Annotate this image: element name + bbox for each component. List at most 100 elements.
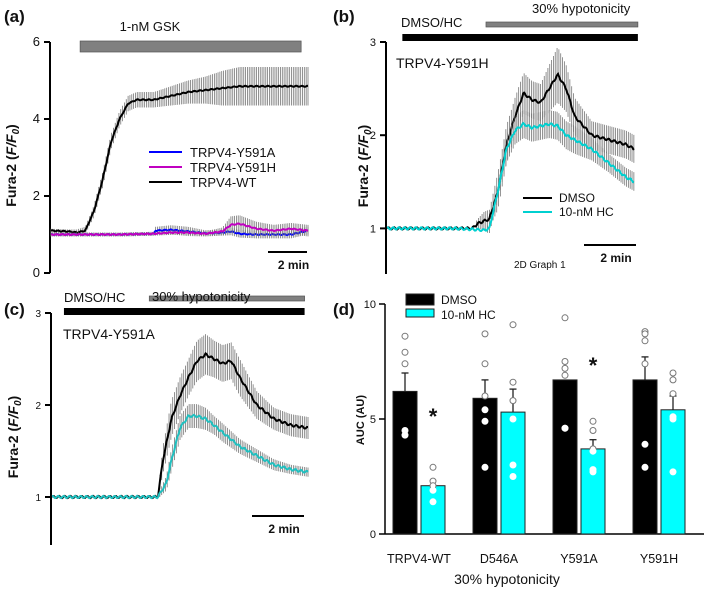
data-point [561, 371, 569, 379]
data-point [401, 431, 409, 439]
panel-b: 1 2 3 DMSO/HC 30% hypotonicity 2 min Fura-2 (F… [355, 1, 639, 274]
data-point [641, 330, 649, 338]
y-tick-label: 2 [33, 188, 40, 203]
data-point [589, 468, 597, 476]
treatment-bar [79, 40, 302, 53]
bar-10-nm-hc [580, 448, 606, 535]
legend-label: 10-nM HC [559, 205, 614, 219]
data-point [509, 397, 517, 405]
legend-label: TRPV4-Y591A [190, 145, 276, 160]
bar-10-nm-hc [420, 485, 446, 535]
y-axis-label: AUC (AU) [355, 395, 367, 445]
x-tick-label: Y591A [560, 552, 598, 566]
panel-label-d: (d) [333, 300, 355, 319]
data-point [401, 360, 409, 368]
treatment-bar [485, 21, 639, 28]
data-point [561, 424, 569, 432]
data-point [481, 330, 489, 338]
panel-a: 0 2 4 6 1-nM GSK 2 min Fura-2 (F/F0) TRPV4-Y591… [3, 19, 309, 280]
data-point [561, 364, 569, 372]
genotype-annotation: TRPV4-Y591A [63, 326, 155, 342]
bar-dmso [552, 379, 578, 535]
treatment-bar [148, 295, 305, 302]
series-trpv4-y591h [50, 215, 309, 237]
x-tick-label: Y591H [640, 552, 678, 566]
data-point [669, 468, 677, 476]
data-point [509, 461, 517, 469]
data-point [481, 406, 489, 414]
data-point [589, 447, 597, 455]
panel-d: 0 5 10 AUC (AU) TRPV4-WT D546A Y591A Y591H * * 30%… [355, 293, 704, 587]
significance-mark: * [429, 404, 438, 429]
panel-label-a: (a) [4, 7, 25, 26]
data-point [589, 427, 597, 434]
y-axis-label: Fura-2 (F/F0) [5, 396, 24, 478]
data-point [509, 473, 517, 480]
data-point [481, 392, 489, 400]
y-tick-label: 3 [370, 37, 376, 49]
scale-bar-label: 2 min [278, 258, 309, 272]
significance-mark: * [589, 353, 598, 378]
data-point [401, 348, 409, 356]
data-point [641, 440, 649, 448]
data-point [429, 498, 437, 506]
legend-swatch [405, 308, 435, 318]
data-point [481, 417, 489, 425]
data-point [669, 376, 677, 384]
treatment-label: DMSO/HC [64, 290, 125, 305]
data-point [429, 463, 437, 471]
x-tick-label: D546A [480, 552, 519, 566]
series-10-nm-hc [51, 404, 309, 500]
series-line [50, 84, 309, 234]
treatment-label: 30% hypotonicity [532, 1, 631, 16]
data-point [561, 358, 569, 365]
data-point [669, 415, 677, 423]
data-point [429, 486, 437, 494]
y-tick-label: 3 [35, 309, 41, 320]
treatment-label: 30% hypotonicity [152, 289, 251, 304]
legend-label: DMSO [559, 191, 595, 205]
series-10-nm-hc [386, 110, 635, 234]
y-axis-label: Fura-2 (F/F0) [3, 124, 22, 206]
data-point [401, 332, 409, 340]
y-axis-label: Fura-2 (F/F0) [355, 125, 374, 207]
x-tick-label: TRPV4-WT [387, 552, 451, 566]
y-tick-label: 4 [33, 111, 40, 126]
data-point [669, 390, 677, 398]
data-point [669, 369, 677, 377]
data-point [481, 463, 489, 471]
x-axis-label: 30% hypotonicity [454, 571, 560, 587]
data-point [481, 360, 489, 368]
y-tick-label: 1 [35, 493, 41, 504]
data-point [589, 417, 597, 425]
bar-dmso [392, 390, 418, 535]
graph-name-text: 2D Graph 1 [514, 260, 566, 271]
scale-bar-label: 2 min [600, 251, 631, 265]
legend-label: 10-nM HC [441, 308, 496, 322]
y-tick-label: 0 [370, 529, 376, 541]
y-tick-label: 2 [370, 130, 376, 142]
treatment-bar [402, 34, 638, 41]
scale-bar-label: 2 min [268, 522, 299, 536]
series-line [50, 222, 309, 237]
panel-label-c: (c) [4, 300, 25, 319]
series-dmso [51, 334, 309, 500]
bar-dmso [632, 379, 658, 535]
y-tick-label: 1 [370, 223, 376, 235]
legend-label: TRPV4-WT [190, 175, 257, 190]
data-point [641, 337, 649, 345]
data-point [509, 415, 517, 423]
panel-label-b: (b) [333, 7, 355, 26]
y-tick-label: 5 [370, 414, 376, 426]
data-point [641, 463, 649, 471]
genotype-annotation: TRPV4-Y591H [396, 55, 489, 71]
y-tick-label: 10 [364, 299, 376, 311]
treatment-bar [63, 308, 305, 315]
legend-label: DMSO [441, 293, 477, 307]
legend-swatch [405, 293, 435, 306]
y-tick-label: 6 [33, 34, 40, 49]
